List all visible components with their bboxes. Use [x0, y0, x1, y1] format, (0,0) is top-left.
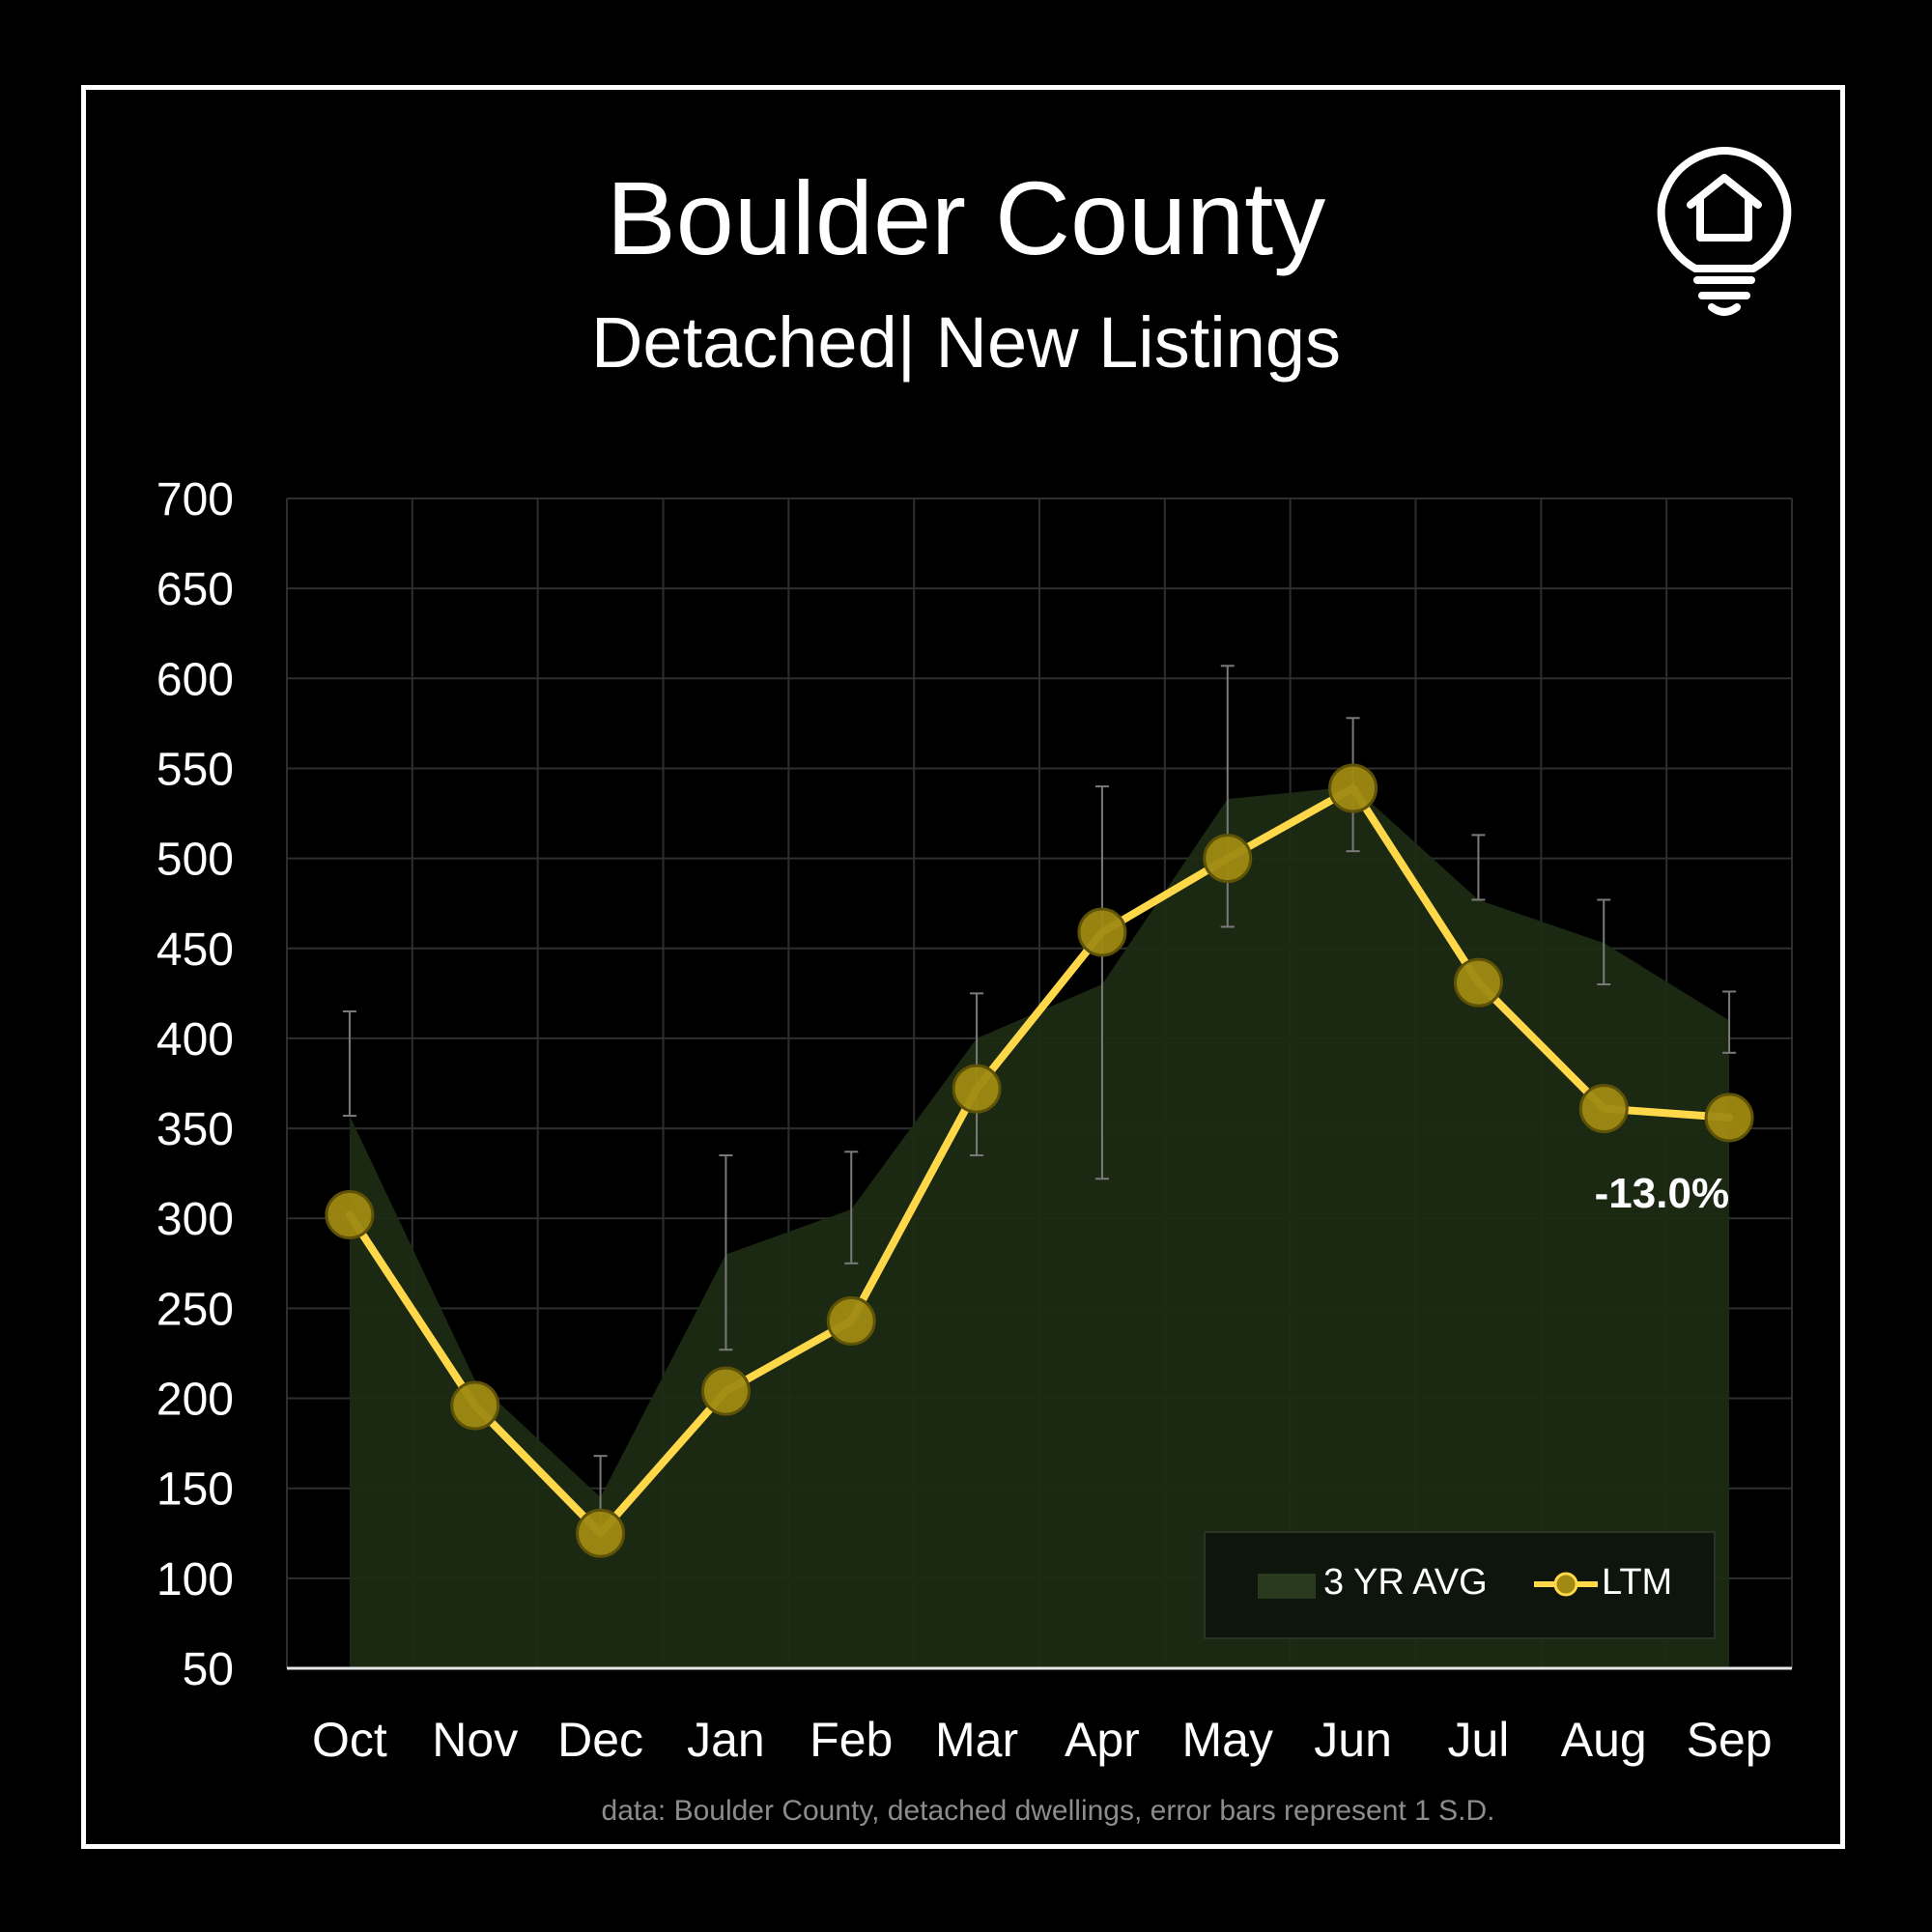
footnote: data: Boulder County, detached dwellings…	[601, 1795, 1495, 1827]
y-tick-label: 600	[156, 654, 234, 705]
x-tick-label: May	[1182, 1713, 1273, 1767]
x-tick-label: Sep	[1687, 1713, 1773, 1767]
ltm-data-point	[952, 1064, 1002, 1114]
y-tick-label: 50	[183, 1644, 234, 1695]
y-tick-label: 300	[156, 1194, 234, 1245]
x-tick-label: Aug	[1561, 1713, 1647, 1767]
error-bar	[1471, 834, 1486, 901]
error-bar	[844, 1151, 859, 1264]
error-bar	[1597, 898, 1611, 986]
chart-frame	[81, 85, 1845, 1849]
y-tick-label: 350	[156, 1104, 234, 1155]
y-tick-label: 700	[156, 474, 234, 526]
x-tick-label: Mar	[935, 1713, 1018, 1767]
ltm-data-point	[1328, 763, 1378, 813]
chart-legend: 3 YR AVG LTM	[1204, 1531, 1716, 1639]
legend-area-swatch	[1258, 1574, 1316, 1599]
x-tick-label: Oct	[312, 1713, 387, 1767]
y-tick-label: 400	[156, 1014, 234, 1065]
legend-line-label: LTM	[1602, 1562, 1673, 1603]
change-annotation: -13.0%	[1595, 1170, 1729, 1217]
ltm-data-point	[325, 1190, 375, 1240]
ltm-data-point	[1453, 957, 1503, 1008]
ltm-data-point	[700, 1366, 751, 1416]
y-tick-label: 650	[156, 564, 234, 615]
line-series-ltm	[345, 783, 1734, 1538]
legend-area-label: 3 YR AVG	[1323, 1562, 1488, 1603]
y-tick-label: 100	[156, 1554, 234, 1605]
ltm-data-point	[450, 1380, 500, 1431]
house-lightbulb-icon	[1657, 147, 1792, 316]
ltm-data-point	[1203, 834, 1253, 884]
legend-line-swatch	[1534, 1572, 1598, 1597]
page-title: Boulder County	[606, 159, 1326, 276]
y-tick-label: 450	[156, 924, 234, 976]
y-tick-label: 150	[156, 1464, 234, 1516]
x-tick-label: Jan	[687, 1713, 765, 1767]
ltm-data-point	[576, 1508, 626, 1558]
y-tick-label: 500	[156, 835, 234, 886]
x-tick-label: Jul	[1447, 1713, 1509, 1767]
y-tick-label: 200	[156, 1375, 234, 1426]
x-tick-label: Apr	[1065, 1713, 1140, 1767]
error-bar	[1094, 785, 1109, 1180]
x-tick-label: Dec	[557, 1713, 643, 1767]
ltm-data-point	[1077, 907, 1127, 957]
x-tick-label: Jun	[1314, 1713, 1392, 1767]
error-bar	[1220, 665, 1235, 928]
error-bar	[1722, 990, 1737, 1054]
error-bar	[342, 1009, 356, 1118]
area-series-3yr-avg	[349, 786, 1730, 1668]
page-subtitle: Detached| New Listings	[590, 302, 1342, 383]
error-bar	[719, 1154, 733, 1351]
y-tick-label: 550	[156, 744, 234, 795]
ltm-data-point	[1704, 1093, 1754, 1143]
ltm-data-point	[1578, 1084, 1629, 1134]
x-tick-label: Feb	[810, 1713, 893, 1767]
y-tick-label: 250	[156, 1284, 234, 1335]
ltm-data-point	[826, 1295, 876, 1346]
x-tick-label: Nov	[432, 1713, 518, 1767]
